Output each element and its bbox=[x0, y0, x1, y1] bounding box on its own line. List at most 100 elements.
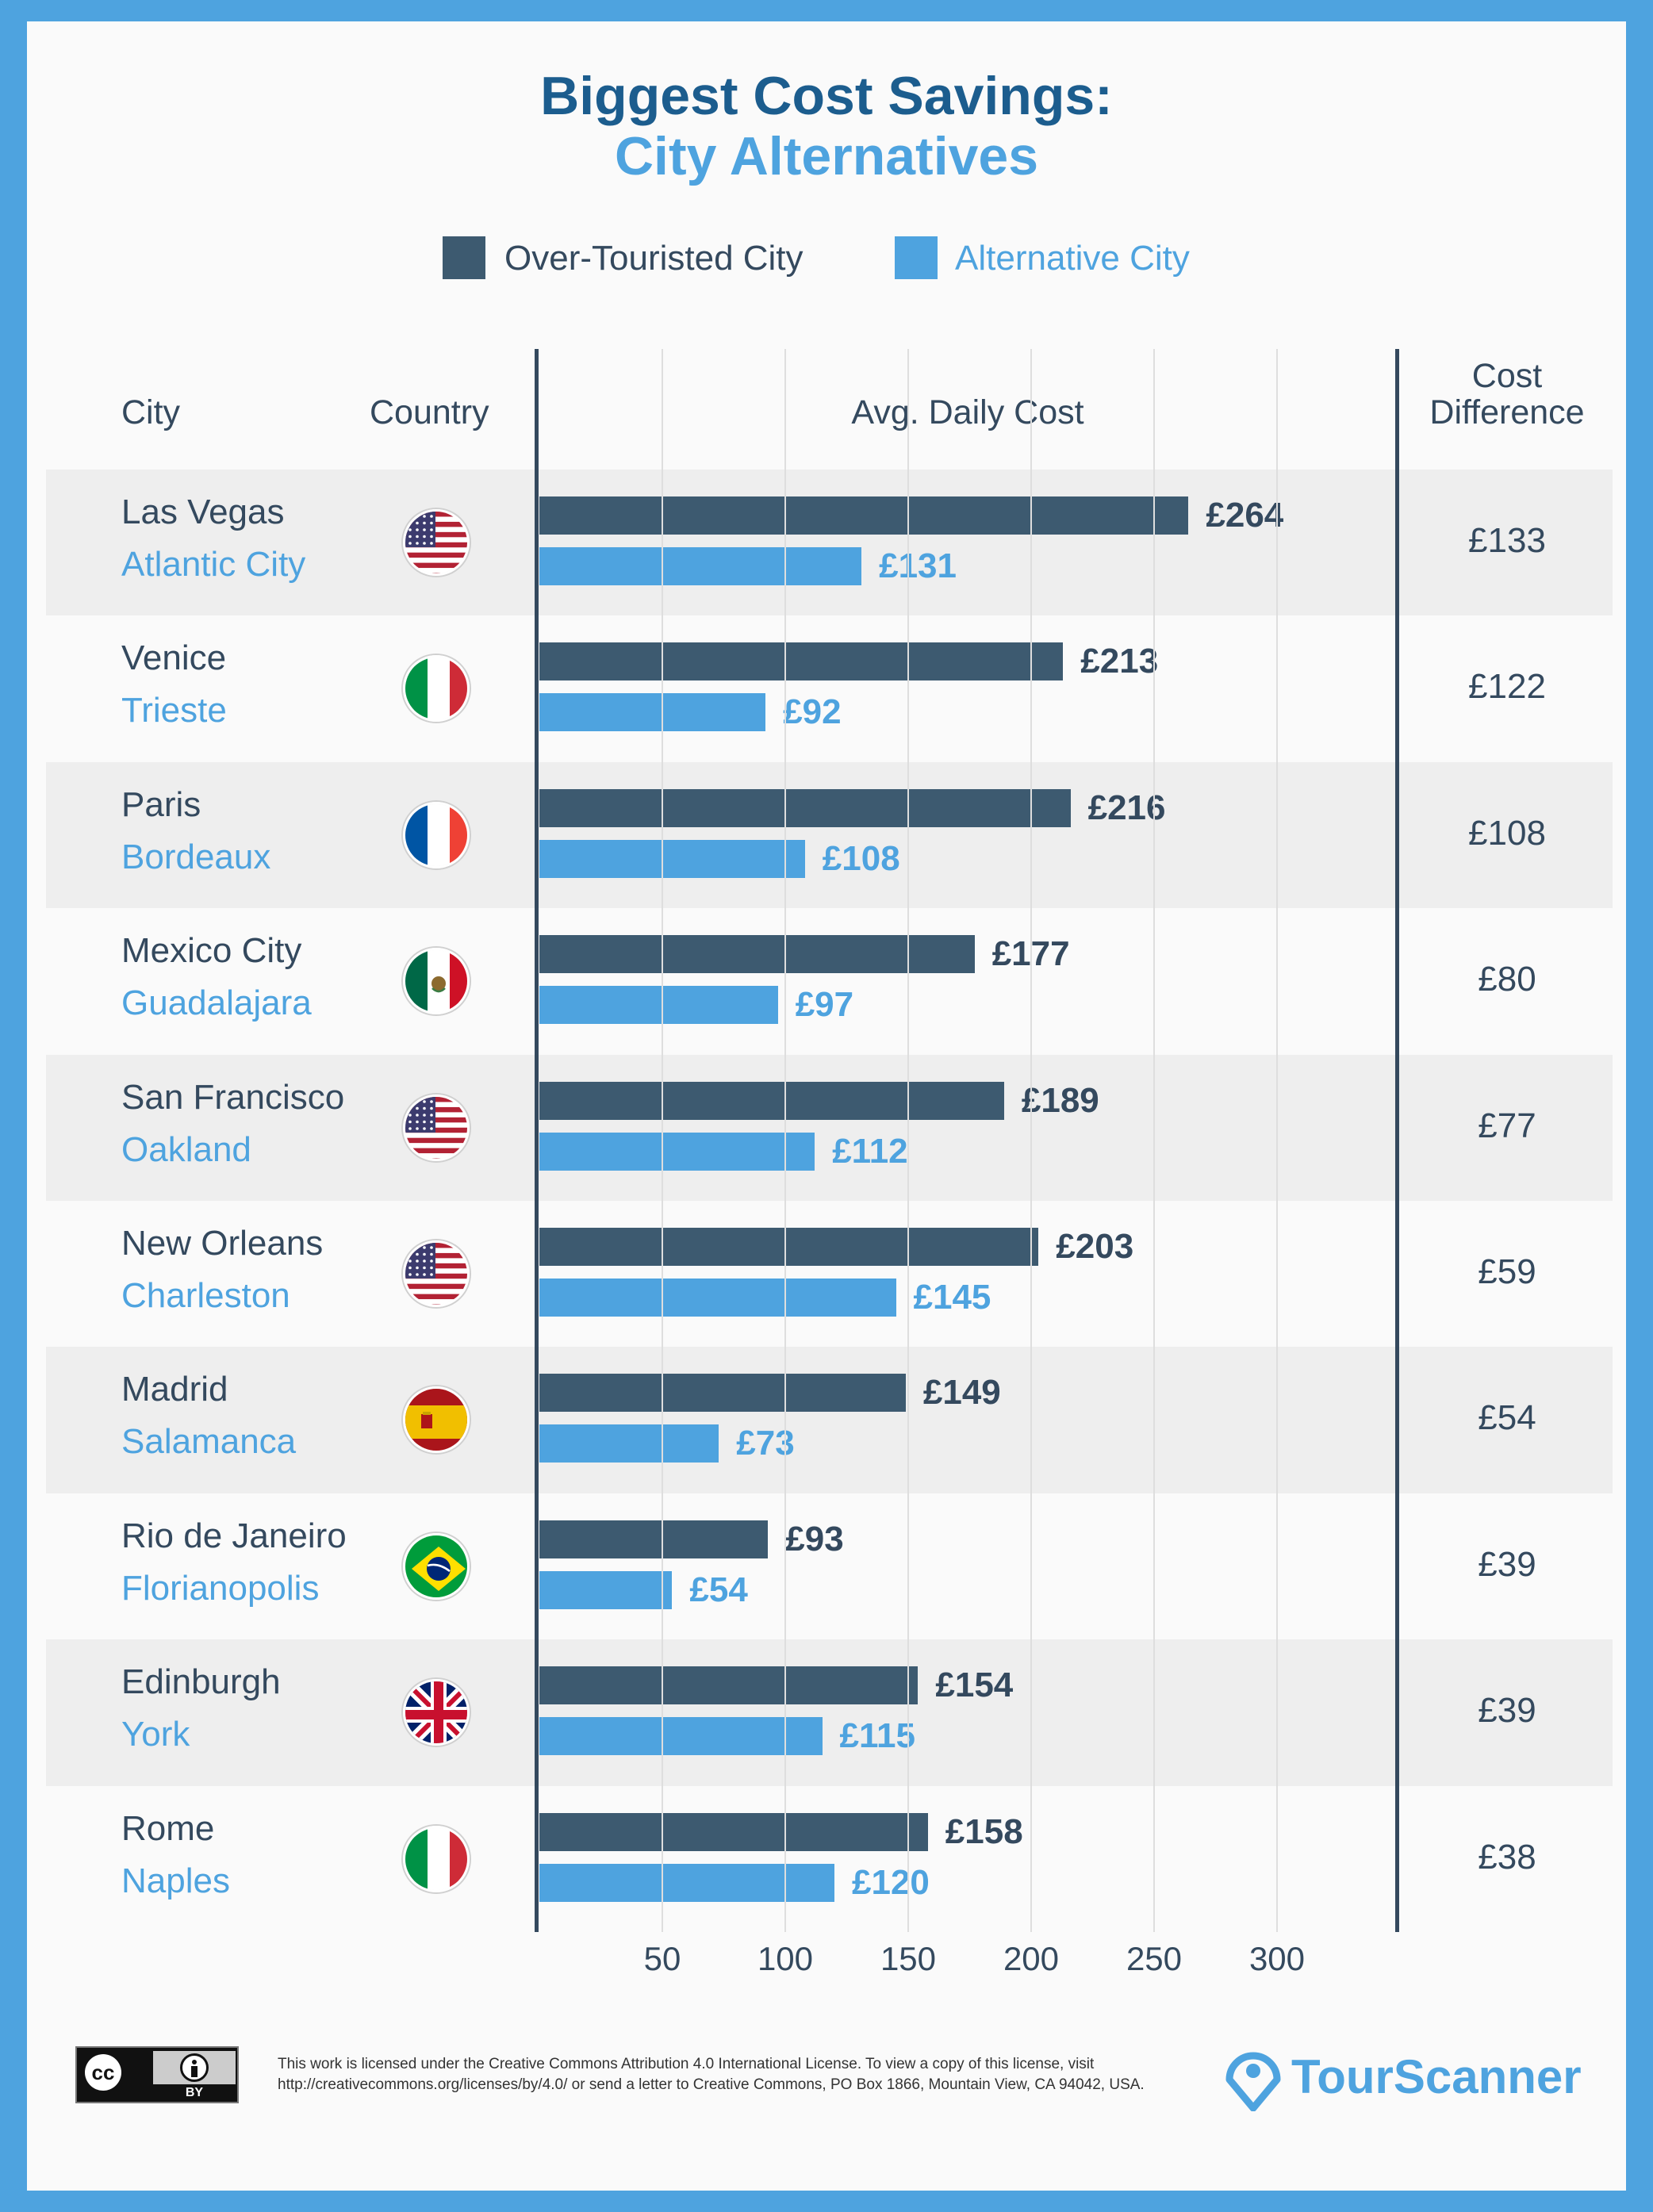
alternative-city-name: Florianopolis bbox=[121, 1568, 320, 1608]
cost-difference-value: £59 bbox=[1478, 1252, 1536, 1291]
over-touristed-city-name: Paris bbox=[121, 784, 201, 824]
data-label-over-touristed: £93 bbox=[785, 1519, 844, 1558]
x-tick-label: 200 bbox=[1003, 1940, 1060, 1977]
over-touristed-city-name: New Orleans bbox=[121, 1224, 324, 1263]
x-tick-label: 150 bbox=[880, 1940, 937, 1977]
us-flag-icon bbox=[403, 1094, 470, 1161]
gridline bbox=[907, 349, 909, 1932]
bar-alternative bbox=[539, 1717, 823, 1756]
over-touristed-city-name: Mexico City bbox=[121, 931, 302, 971]
italy-flag-icon bbox=[403, 1825, 470, 1892]
gridline bbox=[1153, 349, 1155, 1932]
table-row bbox=[46, 1347, 1613, 1493]
data-label-over-touristed: £216 bbox=[1087, 788, 1166, 827]
bar-over-touristed bbox=[539, 788, 1071, 827]
gridline bbox=[662, 349, 663, 1932]
over-touristed-city-name: Venice bbox=[121, 638, 227, 678]
over-touristed-city-name: Madrid bbox=[121, 1370, 228, 1409]
data-label-alternative: £120 bbox=[852, 1862, 930, 1902]
legend: Over-Touristed City Alternative City bbox=[0, 235, 1653, 282]
header-city: City bbox=[121, 393, 181, 431]
gridline bbox=[784, 349, 786, 1932]
data-label-alternative: £97 bbox=[795, 985, 854, 1025]
data-label-over-touristed: £149 bbox=[922, 1373, 1001, 1413]
bar-over-touristed bbox=[539, 1081, 1004, 1120]
creative-commons-badge: cc BY bbox=[75, 2046, 239, 2103]
x-tick-label: 100 bbox=[757, 1940, 814, 1977]
data-label-alternative: £108 bbox=[822, 838, 900, 878]
attribution-person-icon bbox=[180, 2053, 209, 2082]
legend-label-alt: Alternative City bbox=[955, 239, 1190, 278]
bar-alternative bbox=[539, 1132, 815, 1171]
alternative-city-name: York bbox=[121, 1715, 190, 1754]
data-label-over-touristed: £203 bbox=[1056, 1227, 1134, 1266]
table-row bbox=[46, 761, 1613, 909]
bar-alternative bbox=[539, 986, 778, 1025]
difference-divider bbox=[1395, 349, 1399, 1932]
over-touristed-city-name: Rio de Janeiro bbox=[121, 1516, 347, 1555]
us-flag-icon bbox=[403, 509, 470, 576]
bar-alternative bbox=[539, 1863, 834, 1902]
data-label-alternative: £131 bbox=[879, 546, 957, 585]
data-label-over-touristed: £264 bbox=[1206, 496, 1284, 535]
over-touristed-city-name: Las Vegas bbox=[121, 493, 285, 531]
over-touristed-city-name: Edinburgh bbox=[121, 1662, 281, 1702]
cost-difference-value: £38 bbox=[1478, 1837, 1536, 1877]
bar-over-touristed bbox=[539, 642, 1064, 681]
us-flag-icon bbox=[403, 1240, 470, 1307]
cc-by-label: BY bbox=[185, 2086, 204, 2099]
uk-flag-icon bbox=[403, 1679, 470, 1746]
data-label-over-touristed: £158 bbox=[945, 1811, 1023, 1851]
mexico-flag-icon bbox=[403, 948, 470, 1015]
over-touristed-city-name: San Francisco bbox=[121, 1077, 345, 1117]
chart-title: Biggest Cost Savings: bbox=[540, 66, 1113, 126]
france-flag-icon bbox=[403, 801, 470, 868]
alternative-city-name: Oakland bbox=[121, 1129, 251, 1169]
data-label-alternative: £92 bbox=[783, 692, 842, 732]
gridline bbox=[1030, 349, 1032, 1932]
table-row bbox=[46, 1786, 1613, 1932]
table-row bbox=[46, 1054, 1613, 1201]
cost-difference-value: £122 bbox=[1468, 667, 1546, 707]
bar-alternative bbox=[539, 547, 862, 585]
alternative-city-name: Guadalajara bbox=[121, 983, 312, 1023]
x-tick-label: 300 bbox=[1248, 1940, 1306, 1977]
legend-label-over: Over-Touristed City bbox=[504, 239, 803, 278]
data-label-alternative: £115 bbox=[839, 1716, 915, 1756]
alternative-city-name: Bordeaux bbox=[121, 837, 271, 876]
license-text: This work is licensed under the Creative… bbox=[278, 2054, 1198, 2095]
bar-alternative bbox=[539, 1279, 896, 1317]
alternative-city-name: Naples bbox=[121, 1861, 230, 1900]
license-line-2: http://creativecommons.org/licenses/by/4… bbox=[278, 2076, 1145, 2093]
alternative-city-name: Charleston bbox=[121, 1276, 290, 1315]
bar-alternative bbox=[539, 839, 805, 878]
license-line-1: This work is licensed under the Creative… bbox=[278, 2056, 1095, 2072]
alternative-city-name: Trieste bbox=[121, 691, 227, 730]
table-row bbox=[46, 470, 1613, 616]
chart-subtitle: City Alternatives bbox=[614, 126, 1039, 186]
italy-flag-icon bbox=[403, 655, 470, 723]
bar-alternative bbox=[539, 693, 766, 732]
header-avg-daily-cost: Avg. Daily Cost bbox=[851, 393, 1084, 431]
bar-over-touristed bbox=[539, 1812, 928, 1851]
over-touristed-city-name: Rome bbox=[121, 1808, 215, 1848]
chart-axis-line bbox=[535, 349, 539, 1932]
spain-flag-icon bbox=[403, 1386, 470, 1454]
bar-alternative bbox=[539, 1424, 719, 1463]
bar-over-touristed bbox=[539, 1520, 769, 1558]
location-pin-icon bbox=[1225, 2052, 1281, 2111]
data-label-over-touristed: £154 bbox=[935, 1666, 1014, 1705]
x-tick-label: 250 bbox=[1126, 1940, 1183, 1977]
table-row bbox=[46, 615, 1613, 761]
bar-over-touristed bbox=[539, 1374, 906, 1413]
data-label-over-touristed: £189 bbox=[1021, 1080, 1099, 1120]
cost-difference-value: £80 bbox=[1478, 960, 1536, 999]
alternative-city-name: Atlantic City bbox=[121, 545, 306, 584]
attribution-bg bbox=[153, 2051, 236, 2084]
cost-difference-value: £108 bbox=[1468, 813, 1546, 853]
data-label-over-touristed: £213 bbox=[1080, 642, 1159, 681]
legend-swatch-over bbox=[443, 236, 485, 279]
cost-difference-value: £39 bbox=[1478, 1544, 1536, 1584]
cost-difference-value: £39 bbox=[1478, 1691, 1536, 1731]
brazil-flag-icon bbox=[403, 1532, 470, 1600]
